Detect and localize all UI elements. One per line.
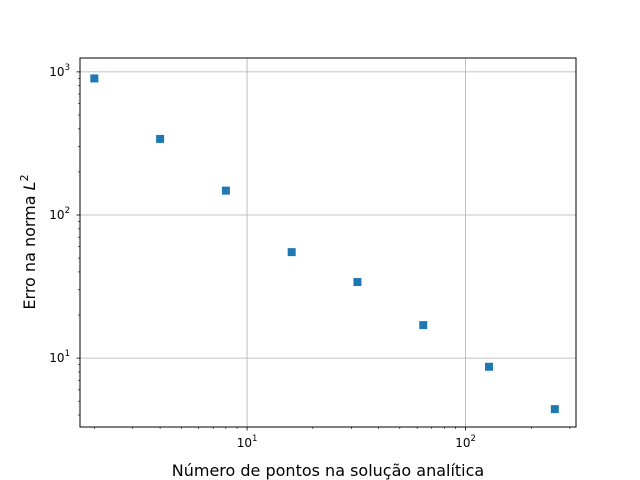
data-point [287, 248, 296, 257]
data-point [550, 405, 559, 414]
data-point [353, 278, 362, 287]
y-axis-title-exp: 2 [18, 174, 31, 181]
plot-frame [79, 57, 577, 428]
data-point [419, 321, 428, 330]
x-tick-label: 102 [455, 434, 476, 450]
x-tick-base: 10 [455, 436, 470, 450]
x-tick-label: 101 [237, 434, 258, 450]
y-tick-label: 102 [49, 206, 70, 222]
x-tick-exponent: 1 [252, 434, 257, 444]
data-points [90, 74, 559, 414]
y-tick-base: 10 [49, 208, 64, 222]
y-axis-title: Erro na norma L2 [18, 174, 39, 309]
y-tick-exponent: 3 [65, 63, 70, 73]
y-axis-title-main: Erro na norma [20, 190, 39, 309]
y-tick-base: 10 [49, 351, 64, 365]
data-point [90, 74, 99, 83]
y-tick-exponent: 1 [65, 349, 70, 359]
x-tick-base: 10 [237, 436, 252, 450]
grid [80, 58, 576, 427]
y-tick-label: 103 [49, 63, 70, 79]
plot-background [80, 58, 576, 427]
y-tick-exponent: 2 [65, 206, 70, 216]
data-point [156, 134, 165, 143]
y-axis-title-var: L [20, 181, 39, 190]
y-tick-label: 101 [49, 349, 70, 365]
major-ticks [76, 71, 467, 431]
y-tick-base: 10 [49, 65, 64, 79]
data-point [485, 362, 494, 371]
x-tick-exponent: 2 [471, 434, 476, 444]
x-axis-title: Número de pontos na solução analítica [172, 461, 484, 480]
data-point [221, 186, 230, 195]
